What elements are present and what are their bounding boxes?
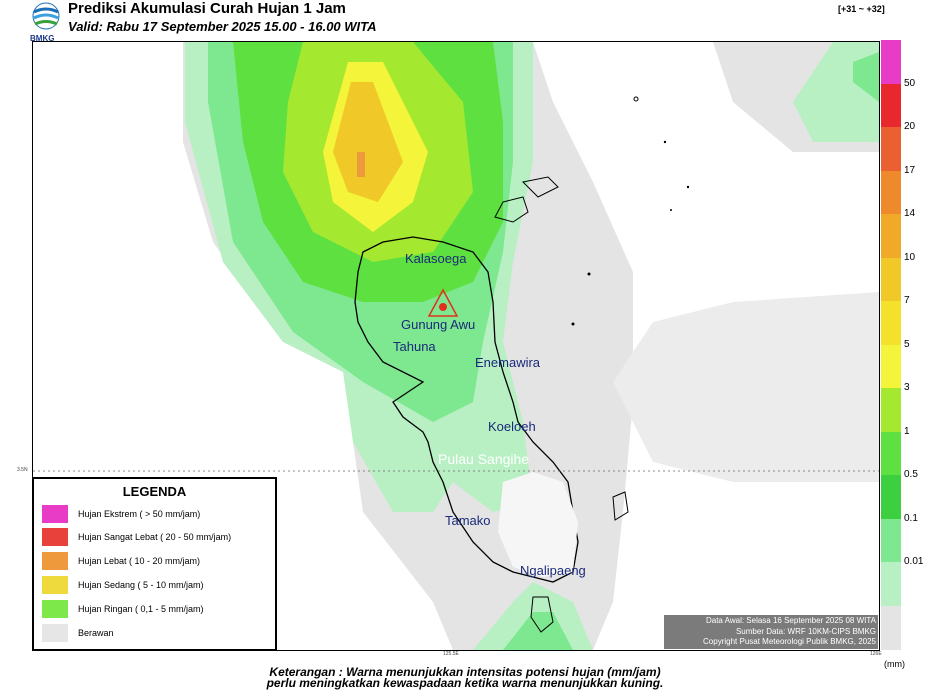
legend-title: LEGENDA xyxy=(122,484,187,499)
colorbar-tick-label: 20 xyxy=(904,121,916,132)
colorbar xyxy=(881,40,901,650)
volcano-triangle-icon xyxy=(427,288,459,317)
legend-swatch xyxy=(42,552,68,570)
place-label: Koeloeh xyxy=(488,419,536,434)
small-island xyxy=(663,140,667,144)
legend-item: Hujan Sangat Lebat ( 20 - 50 mm/jam) xyxy=(42,527,231,547)
island-outline xyxy=(354,236,579,583)
legend-label: Hujan Ekstrem ( > 50 mm/jam) xyxy=(78,509,201,519)
valid-time: Valid: Rabu 17 September 2025 15.00 - 16… xyxy=(68,19,377,34)
latitude-label: 3.5N xyxy=(17,467,28,473)
place-label: Tamako xyxy=(445,513,491,528)
small-island xyxy=(521,176,559,198)
colorbar-tick-label: 17 xyxy=(904,164,916,176)
colorbar-tick-label: 0.01 xyxy=(904,556,924,567)
legend-label: Hujan Lebat ( 10 - 20 mm/jam) xyxy=(78,556,201,566)
place-label: Tahuna xyxy=(393,339,436,354)
small-island xyxy=(686,185,690,189)
legend-item: Hujan Ringan ( 0,1 - 5 mm/jam) xyxy=(42,599,204,619)
cloudy-area xyxy=(613,292,879,482)
legend-label: Berawan xyxy=(78,628,114,638)
source-line: Copyright Pusat Meteorologi Publik BMKG,… xyxy=(703,637,876,646)
colorbar-tick-label: 5 xyxy=(904,338,910,350)
bmkg-logo: BMKG xyxy=(30,2,64,43)
rain-0-5-area xyxy=(853,52,879,102)
small-island xyxy=(587,272,591,276)
logo-text: BMKG xyxy=(30,34,54,42)
legend-swatch xyxy=(42,600,68,618)
place-label: Gunung Awu xyxy=(401,317,476,332)
colorbar-segment xyxy=(881,518,901,563)
colorbar-tick-label: 7 xyxy=(904,295,910,306)
source-line: Data Awal: Selasa 16 September 2025 08 W… xyxy=(705,616,876,625)
data-source-box: Data Awal: Selasa 16 September 2025 08 W… xyxy=(664,615,878,649)
place-label: Enemawira xyxy=(475,355,541,370)
cloudy-area xyxy=(498,472,578,577)
colorbar-segment xyxy=(881,388,901,432)
colorbar-segment xyxy=(881,214,901,258)
colorbar-segment xyxy=(881,562,901,606)
colorbar-tick-label: 0.5 xyxy=(904,469,918,480)
longitude-label: 126E xyxy=(870,651,882,657)
small-island xyxy=(670,209,672,211)
longitude-label: 125.5E xyxy=(443,651,459,657)
small-island xyxy=(633,96,639,102)
legend-item: Hujan Lebat ( 10 - 20 mm/jam) xyxy=(42,551,200,571)
legend-item: Berawan xyxy=(42,623,114,643)
legend-label: Hujan Ringan ( 0,1 - 5 mm/jam) xyxy=(78,604,204,614)
rain-7-area xyxy=(333,82,403,202)
small-island xyxy=(530,596,554,633)
timezone-label: [+31 ~ +32] xyxy=(838,4,885,14)
legend-label: Hujan Sedang ( 5 - 10 mm/jam) xyxy=(78,580,204,590)
footer-note: Keterangan : Warna menunjukkan intensita… xyxy=(269,665,661,679)
footer-note: perlu meningkatkan kewaspadaan ketika wa… xyxy=(266,676,664,690)
legend-item: Hujan Ekstrem ( > 50 mm/jam) xyxy=(42,504,200,524)
legend-swatch xyxy=(42,505,68,523)
rain-10-area xyxy=(357,152,365,177)
page-title: Prediksi Akumulasi Curah Hujan 1 Jam xyxy=(68,0,346,17)
colorbar-segment xyxy=(881,127,901,171)
island-name-label: Pulau Sangihe xyxy=(438,451,530,467)
colorbar-tick-label: 50 xyxy=(904,77,916,89)
colorbar-tick-label: 14 xyxy=(904,208,916,219)
small-island xyxy=(612,491,629,521)
volcano-dot-icon xyxy=(439,303,447,311)
colorbar-segment xyxy=(881,431,901,476)
small-island xyxy=(494,196,529,223)
colorbar-tick-label: 0.1 xyxy=(904,512,918,524)
colorbar-tick-label: 1 xyxy=(904,425,910,437)
legend-label: Hujan Sangat Lebat ( 20 - 50 mm/jam) xyxy=(78,532,232,542)
colorbar-segment xyxy=(881,605,901,650)
colorbar-segment xyxy=(881,257,901,302)
legend-item: Hujan Sedang ( 5 - 10 mm/jam) xyxy=(42,575,204,595)
rain-0-5-area xyxy=(503,612,573,650)
colorbar-tick-label: 10 xyxy=(904,251,916,263)
legend-panel: LEGENDA Hujan Ekstrem ( > 50 mm/jam) Huj… xyxy=(32,477,277,651)
colorbar-segment xyxy=(881,475,901,519)
legend-swatch xyxy=(42,528,68,546)
colorbar-segment xyxy=(881,301,901,345)
colorbar-segment xyxy=(881,83,901,128)
small-island xyxy=(571,322,575,326)
colorbar-segment xyxy=(881,170,901,215)
place-label: Ngalipaeng xyxy=(520,563,586,578)
colorbar-tick-label: 3 xyxy=(904,382,910,393)
place-label: Kalasoega xyxy=(405,251,467,266)
source-line: Sumber Data: WRF 10KM-CIPS BMKG xyxy=(735,626,876,636)
colorbar-unit: (mm) xyxy=(884,659,905,669)
legend-swatch xyxy=(42,576,68,594)
colorbar-segment xyxy=(881,344,901,389)
legend-swatch xyxy=(42,624,68,642)
colorbar-segment xyxy=(881,40,901,84)
